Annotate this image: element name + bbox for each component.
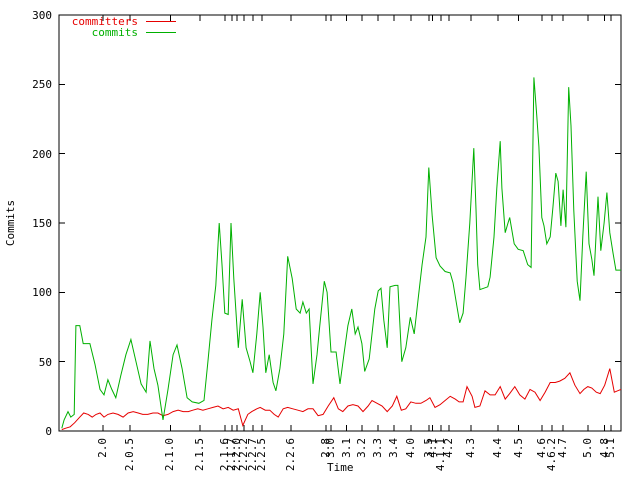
x-tick-label: 4.4 <box>490 438 504 458</box>
commits-line <box>61 77 621 429</box>
plot-border <box>58 14 622 432</box>
x-tick-label: 4.5 <box>511 438 525 458</box>
x-tick-label: 3.1 <box>339 438 353 458</box>
x-tick-label: 3.2 <box>354 438 368 458</box>
x-tick-label: 3.4 <box>386 438 400 458</box>
legend-entry-line-sample <box>146 21 176 22</box>
x-tick-label: 4.7 <box>556 438 570 458</box>
legend: committers commits <box>63 15 176 39</box>
y-tick-label: 300 <box>32 9 52 22</box>
x-tick-label: 3.0 <box>324 438 337 458</box>
x-tick-label: 5.1 <box>603 438 617 458</box>
y-tick-label: 250 <box>32 78 52 92</box>
x-axis-title: Time <box>327 461 354 474</box>
committers-line <box>61 368 622 431</box>
x-tick-label: 2.1.5 <box>193 438 207 472</box>
x-tick-label: 4.3 <box>463 438 477 458</box>
legend-entry-label: committers <box>71 15 138 28</box>
x-tick-label: 2.0 <box>95 438 109 458</box>
x-tick-label: 3.3 <box>371 438 385 458</box>
legend-entry: committers <box>63 15 176 28</box>
legend-entry-label: commits <box>91 26 138 39</box>
legend-entry-line-sample <box>146 32 176 33</box>
y-tick-label: 0 <box>45 425 52 438</box>
x-tick-label: 2.2.5 <box>254 438 268 472</box>
x-tick-label: 5.0 <box>580 438 594 458</box>
y-tick-label: 50 <box>38 355 52 369</box>
x-tick-label: 2.1.0 <box>163 438 177 472</box>
y-tick-label: 200 <box>32 147 52 161</box>
legend-entry: commits <box>63 26 176 39</box>
x-tick-label: 4.0 <box>403 438 417 458</box>
x-tick-label: 2.2.6 <box>284 438 298 472</box>
x-tick-label: 4.2 <box>442 438 456 458</box>
y-tick-label: 100 <box>32 286 52 300</box>
y-tick-label: 150 <box>32 217 52 230</box>
x-tick-label: 2.0.5 <box>122 438 136 472</box>
